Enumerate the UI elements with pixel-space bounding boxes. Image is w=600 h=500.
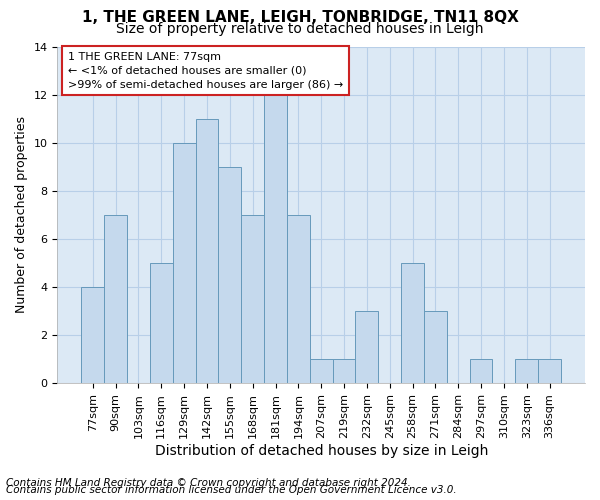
Y-axis label: Number of detached properties: Number of detached properties — [15, 116, 28, 314]
Bar — [241, 215, 264, 383]
Bar — [355, 311, 379, 383]
Bar — [515, 359, 538, 383]
Bar — [218, 166, 241, 383]
X-axis label: Distribution of detached houses by size in Leigh: Distribution of detached houses by size … — [155, 444, 488, 458]
Text: Contains public sector information licensed under the Open Government Licence v3: Contains public sector information licen… — [6, 485, 457, 495]
Bar — [264, 94, 287, 383]
Text: 1 THE GREEN LANE: 77sqm
← <1% of detached houses are smaller (0)
>99% of semi-de: 1 THE GREEN LANE: 77sqm ← <1% of detache… — [68, 52, 343, 90]
Bar — [401, 263, 424, 383]
Text: Contains HM Land Registry data © Crown copyright and database right 2024.: Contains HM Land Registry data © Crown c… — [6, 478, 411, 488]
Text: 1, THE GREEN LANE, LEIGH, TONBRIDGE, TN11 8QX: 1, THE GREEN LANE, LEIGH, TONBRIDGE, TN1… — [82, 10, 518, 25]
Text: Size of property relative to detached houses in Leigh: Size of property relative to detached ho… — [116, 22, 484, 36]
Bar — [173, 142, 196, 383]
Bar — [287, 215, 310, 383]
Bar — [310, 359, 332, 383]
Bar — [332, 359, 355, 383]
Bar — [82, 287, 104, 383]
Bar — [538, 359, 561, 383]
Bar — [470, 359, 493, 383]
Bar — [150, 263, 173, 383]
Bar — [104, 215, 127, 383]
Bar — [424, 311, 447, 383]
Bar — [196, 118, 218, 383]
